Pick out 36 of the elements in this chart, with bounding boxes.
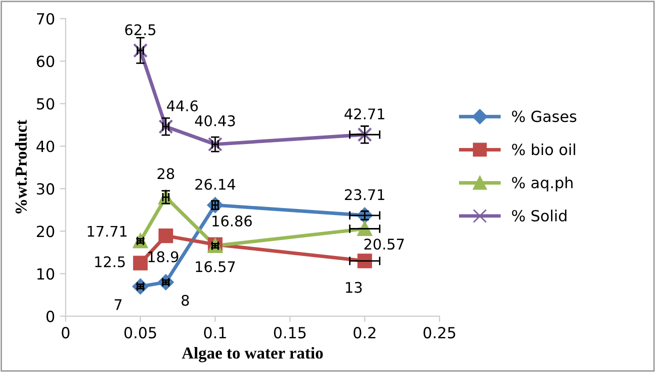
- x-axis-title: Algae to water ratio: [182, 346, 323, 362]
- data-label: 40.43: [195, 115, 235, 126]
- data-label: 26.14: [195, 178, 236, 190]
- x-tick-label: 0: [62, 326, 70, 338]
- data-label: 12.5: [95, 256, 125, 268]
- data-label: 23.71: [344, 189, 384, 200]
- y-tick-label: 20: [36, 226, 54, 238]
- y-tick-label: 60: [36, 56, 54, 68]
- data-label: 62.5: [125, 24, 156, 36]
- x-tick-label: 0.05: [124, 326, 156, 338]
- y-tick-label: 30: [36, 183, 54, 195]
- x-tick-label: 0.15: [274, 326, 306, 338]
- y-tick-label: 10: [37, 268, 54, 280]
- data-label: 8: [182, 294, 189, 306]
- y-tick-label: 0: [46, 310, 54, 322]
- y-axis-title: %wt.Product: [15, 120, 27, 214]
- data-label: 17.71: [88, 226, 127, 237]
- y-tick-label: 70: [36, 13, 54, 25]
- legend-label: % Gases: [512, 110, 576, 122]
- data-label: 16.86: [212, 216, 252, 227]
- y-tick-label: 50: [36, 98, 54, 110]
- x-tick-label: 0.2: [354, 326, 376, 338]
- legend-label: % bio oil: [512, 143, 576, 156]
- data-label: 44.6: [166, 100, 198, 112]
- data-label: 42.71: [344, 108, 384, 120]
- data-label: 20.57: [364, 238, 404, 250]
- data-label: 7: [114, 299, 122, 310]
- legend-label: % Solid: [512, 210, 566, 222]
- x-tick-label: 0.1: [204, 326, 226, 338]
- legend-label: % aq.ph: [512, 176, 573, 192]
- data-label: 13: [346, 282, 362, 293]
- y-tick-label: 40: [36, 140, 54, 152]
- data-label: 16.57: [196, 261, 235, 272]
- data-label: 28: [158, 168, 174, 180]
- x-tick-label: 0.25: [424, 326, 456, 338]
- data-label: 18.9: [148, 251, 178, 262]
